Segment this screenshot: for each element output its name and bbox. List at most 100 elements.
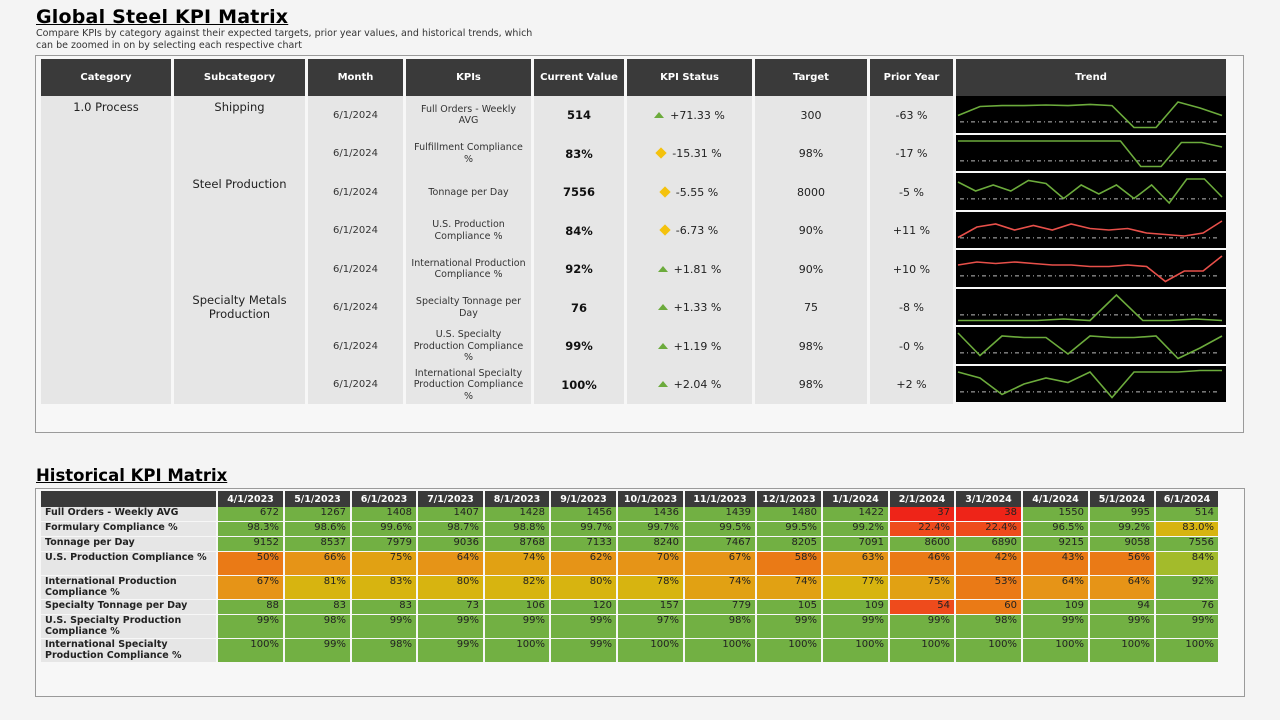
month-header[interactable]: 12/1/2023	[757, 491, 823, 507]
historical-value-cell[interactable]: 1439	[685, 507, 757, 522]
historical-value-cell[interactable]: 100%	[485, 639, 551, 663]
historical-value-cell[interactable]: 99.5%	[757, 522, 823, 537]
historical-row[interactable]: International Production Compliance % 67%…	[41, 576, 1220, 600]
historical-value-cell[interactable]: 98%	[285, 615, 352, 639]
historical-value-cell[interactable]: 81%	[285, 576, 352, 600]
historical-value-cell[interactable]: 99%	[890, 615, 956, 639]
historical-value-cell[interactable]: 672	[218, 507, 285, 522]
historical-value-cell[interactable]: 9215	[1023, 537, 1090, 552]
historical-value-cell[interactable]: 74%	[757, 576, 823, 600]
historical-value-cell[interactable]: 100%	[1023, 639, 1090, 663]
historical-value-cell[interactable]: 1550	[1023, 507, 1090, 522]
historical-value-cell[interactable]: 38	[956, 507, 1023, 522]
col-header-subcategory[interactable]: Subcategory	[174, 59, 308, 96]
historical-value-cell[interactable]: 98%	[685, 615, 757, 639]
historical-value-cell[interactable]: 74%	[485, 552, 551, 576]
historical-value-cell[interactable]: 106	[485, 600, 551, 615]
historical-value-cell[interactable]: 99.7%	[618, 522, 685, 537]
historical-value-cell[interactable]: 99%	[418, 615, 485, 639]
historical-value-cell[interactable]: 58%	[757, 552, 823, 576]
kpi-row[interactable]: 1.0 Process Shipping 6/1/2024 Full Orders -…	[41, 96, 1229, 404]
historical-value-cell[interactable]: 9152	[218, 537, 285, 552]
historical-value-cell[interactable]: 99%	[218, 615, 285, 639]
historical-value-cell[interactable]: 1428	[485, 507, 551, 522]
historical-value-cell[interactable]: 99%	[285, 639, 352, 663]
historical-value-cell[interactable]: 98%	[352, 639, 418, 663]
historical-value-cell[interactable]: 97%	[618, 615, 685, 639]
historical-row[interactable]: Formulary Compliance % 98.3% 98.6% 99.6% 98.…	[41, 522, 1220, 537]
historical-value-cell[interactable]: 83.0%	[1156, 522, 1220, 537]
historical-value-cell[interactable]: 1436	[618, 507, 685, 522]
historical-value-cell[interactable]: 98.8%	[485, 522, 551, 537]
historical-value-cell[interactable]: 109	[823, 600, 890, 615]
month-header[interactable]: 6/1/2024	[1156, 491, 1220, 507]
historical-value-cell[interactable]: 99%	[823, 615, 890, 639]
col-header-current-value[interactable]: Current Value	[534, 59, 627, 96]
historical-value-cell[interactable]: 99%	[418, 639, 485, 663]
trend-chart[interactable]	[956, 134, 1229, 173]
historical-value-cell[interactable]: 100%	[1090, 639, 1156, 663]
historical-value-cell[interactable]: 8205	[757, 537, 823, 552]
historical-value-cell[interactable]: 84%	[1156, 552, 1220, 576]
month-header[interactable]: 4/1/2023	[218, 491, 285, 507]
trend-chart[interactable]	[956, 250, 1229, 289]
historical-value-cell[interactable]: 99.2%	[823, 522, 890, 537]
historical-row[interactable]: Tonnage per Day 9152 8537 7979 9036 8768 7133 8…	[41, 537, 1220, 552]
col-header-month[interactable]: Month	[308, 59, 406, 96]
historical-value-cell[interactable]: 1408	[352, 507, 418, 522]
historical-value-cell[interactable]: 70%	[618, 552, 685, 576]
kpi-row[interactable]: 6/1/2024 International Specialty Producti…	[41, 365, 1229, 404]
historical-value-cell[interactable]: 100%	[823, 639, 890, 663]
historical-value-cell[interactable]: 83	[285, 600, 352, 615]
historical-value-cell[interactable]: 7133	[551, 537, 618, 552]
historical-value-cell[interactable]: 66%	[285, 552, 352, 576]
historical-value-cell[interactable]: 83%	[352, 576, 418, 600]
historical-value-cell[interactable]: 78%	[618, 576, 685, 600]
historical-row[interactable]: International Specialty Production Compl…	[41, 639, 1220, 663]
historical-value-cell[interactable]: 157	[618, 600, 685, 615]
historical-value-cell[interactable]: 37	[890, 507, 956, 522]
historical-value-cell[interactable]: 98%	[956, 615, 1023, 639]
historical-value-cell[interactable]: 105	[757, 600, 823, 615]
historical-value-cell[interactable]: 99.5%	[685, 522, 757, 537]
historical-value-cell[interactable]: 100%	[956, 639, 1023, 663]
historical-value-cell[interactable]: 60	[956, 600, 1023, 615]
historical-value-cell[interactable]: 67%	[218, 576, 285, 600]
month-header[interactable]: 2/1/2024	[890, 491, 956, 507]
historical-value-cell[interactable]: 73	[418, 600, 485, 615]
col-header-kpis[interactable]: KPIs	[406, 59, 534, 96]
historical-value-cell[interactable]: 1267	[285, 507, 352, 522]
historical-value-cell[interactable]: 7467	[685, 537, 757, 552]
historical-row[interactable]: U.S. Specialty Production Compliance % 99…	[41, 615, 1220, 639]
historical-value-cell[interactable]: 43%	[1023, 552, 1090, 576]
historical-value-cell[interactable]: 98.3%	[218, 522, 285, 537]
historical-value-cell[interactable]: 75%	[890, 576, 956, 600]
month-header[interactable]: 9/1/2023	[551, 491, 618, 507]
historical-value-cell[interactable]: 88	[218, 600, 285, 615]
trend-chart[interactable]	[956, 365, 1229, 404]
historical-row[interactable]: Specialty Tonnage per Day 88 83 83 73 106 120 1…	[41, 600, 1220, 615]
trend-chart[interactable]	[956, 288, 1229, 327]
historical-row[interactable]: Full Orders - Weekly AVG 672 1267 1408 1407 1…	[41, 507, 1220, 522]
month-header[interactable]: 5/1/2023	[285, 491, 352, 507]
historical-value-cell[interactable]: 98.7%	[418, 522, 485, 537]
month-header[interactable]: 7/1/2023	[418, 491, 485, 507]
historical-value-cell[interactable]: 8600	[890, 537, 956, 552]
historical-value-cell[interactable]: 8240	[618, 537, 685, 552]
col-header-trend[interactable]: Trend	[956, 59, 1229, 96]
trend-chart[interactable]	[956, 211, 1229, 250]
historical-value-cell[interactable]: 99.6%	[352, 522, 418, 537]
historical-value-cell[interactable]: 64%	[418, 552, 485, 576]
historical-value-cell[interactable]: 64%	[1090, 576, 1156, 600]
historical-value-cell[interactable]: 53%	[956, 576, 1023, 600]
historical-value-cell[interactable]: 62%	[551, 552, 618, 576]
historical-value-cell[interactable]: 99%	[485, 615, 551, 639]
historical-value-cell[interactable]: 99%	[352, 615, 418, 639]
historical-value-cell[interactable]: 99.2%	[1090, 522, 1156, 537]
historical-row[interactable]: U.S. Production Compliance % 50% 66% 75% 64%…	[41, 552, 1220, 576]
historical-value-cell[interactable]: 77%	[823, 576, 890, 600]
historical-value-cell[interactable]: 98.6%	[285, 522, 352, 537]
historical-value-cell[interactable]: 74%	[685, 576, 757, 600]
month-header[interactable]: 10/1/2023	[618, 491, 685, 507]
historical-value-cell[interactable]: 94	[1090, 600, 1156, 615]
